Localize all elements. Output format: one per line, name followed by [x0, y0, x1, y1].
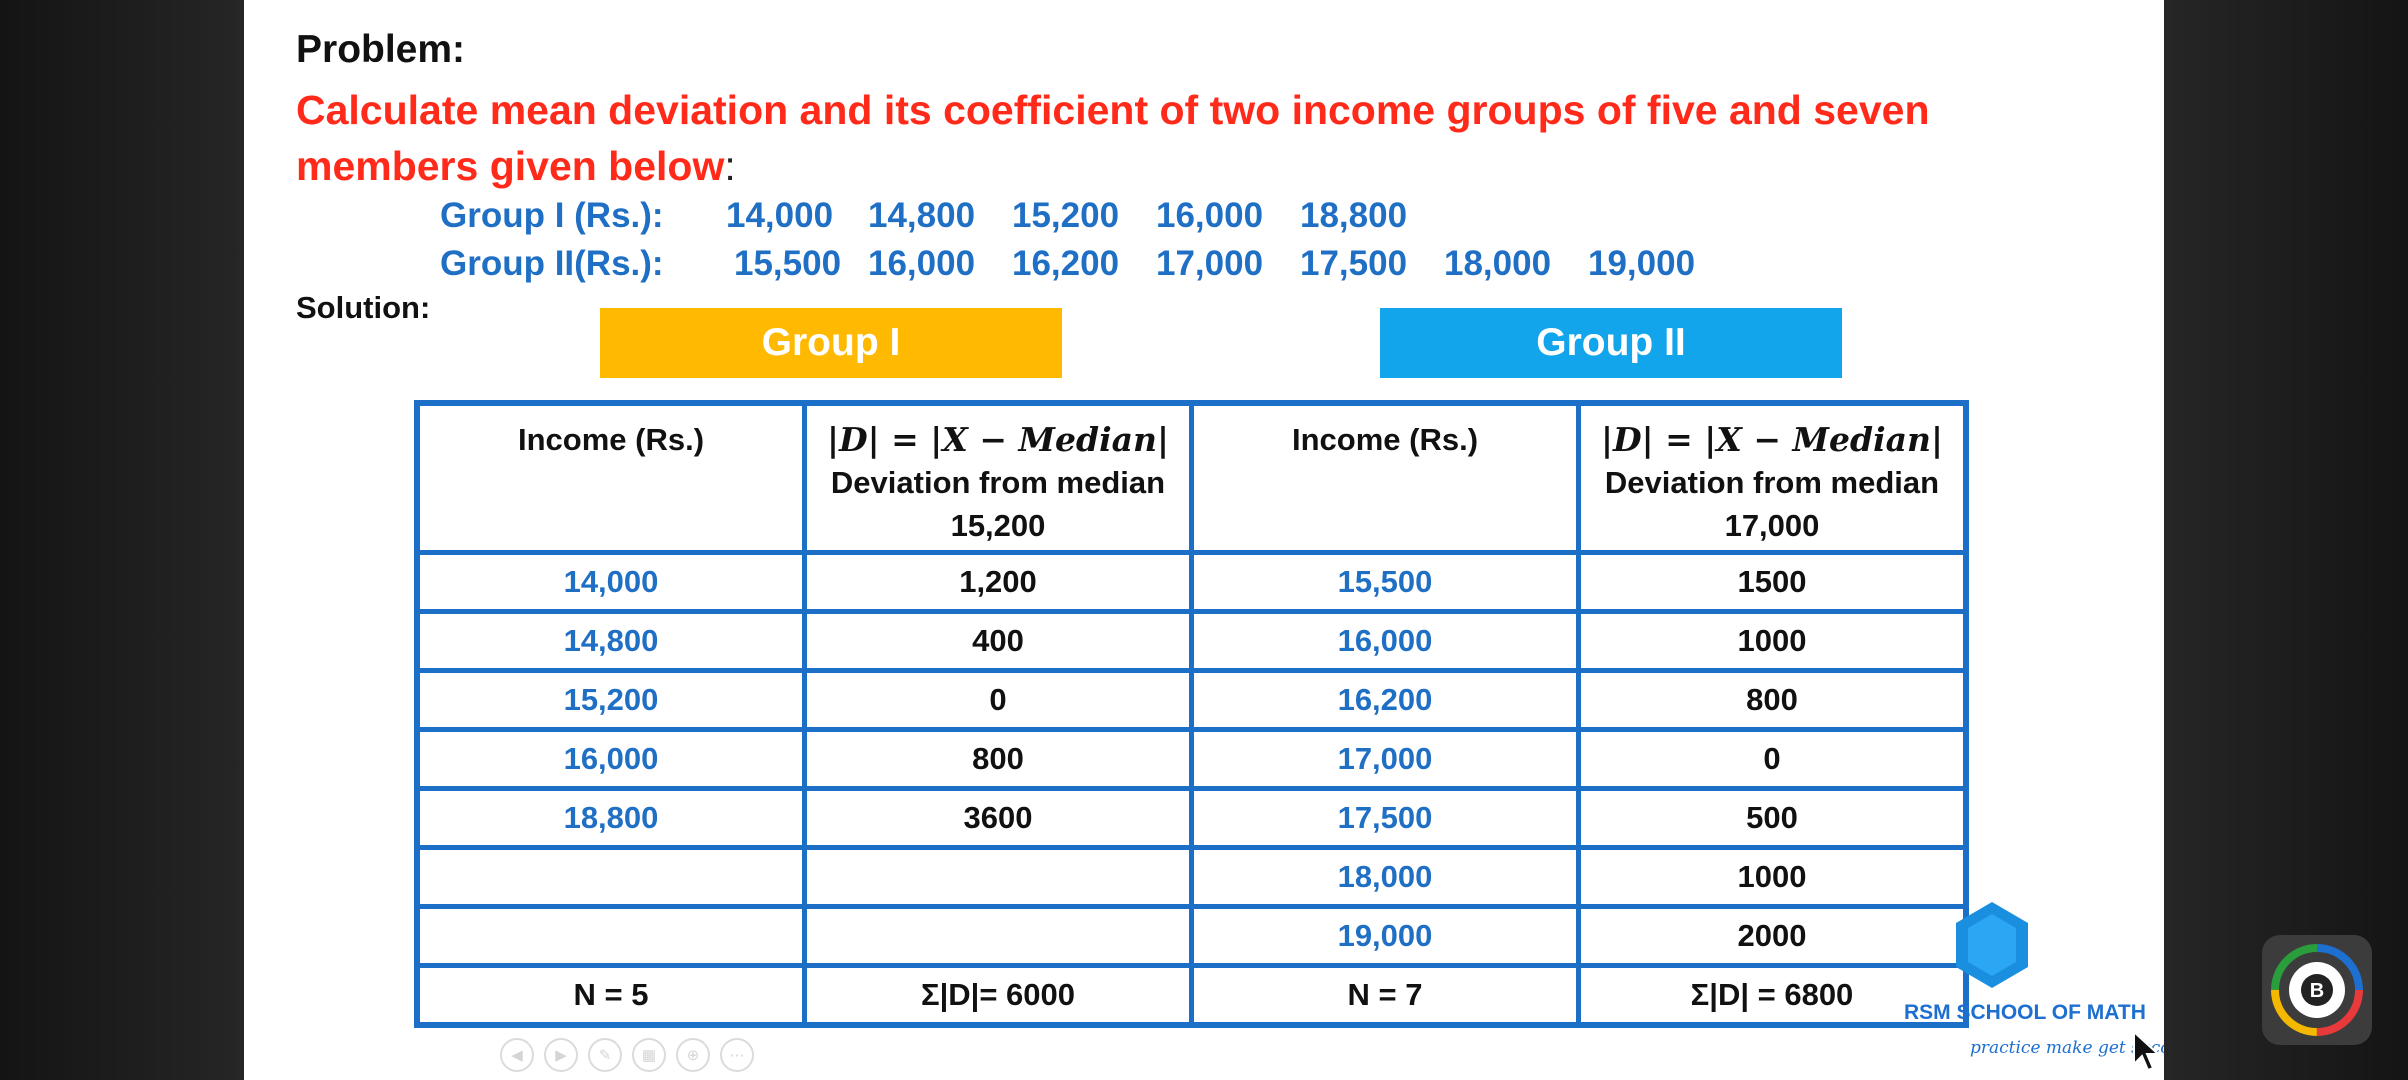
header-income-group-1: Income (Rs.) [414, 400, 807, 555]
income-cell: 19,000 [1189, 904, 1581, 968]
table-row: 18,800 3600 17,500 500 [414, 786, 1969, 850]
more-options-icon[interactable]: ⋯ [720, 1038, 754, 1072]
income-cell: 14,000 [414, 550, 807, 614]
problem-statement-text: Calculate mean deviation and its coeffic… [296, 87, 1930, 189]
table-footer-row: N = 5 Σ|D|= 6000 N = 7 Σ|D| = 6800 [414, 963, 1969, 1028]
floating-app-button[interactable]: B [2262, 935, 2372, 1045]
group-2-value: 19,000 [1588, 244, 1696, 283]
problem-statement: Calculate mean deviation and its coeffic… [296, 82, 1996, 194]
school-brand-name: RSM SCHOOL OF MATH [1904, 1001, 2146, 1024]
group-2-value: 17,500 [1300, 244, 1408, 283]
svg-text:B: B [2310, 980, 2324, 1002]
deviation-cell [802, 845, 1194, 909]
left-letterbox [0, 0, 244, 1080]
mean-deviation-table: Income (Rs.) |D| = |X − Median| Deviatio… [414, 400, 1969, 1028]
problem-colon: : [724, 143, 736, 189]
income-cell: 17,500 [1189, 786, 1581, 850]
school-logo-icon [1956, 902, 2028, 988]
deviation-caption: Deviation from median [1604, 465, 1940, 500]
table-header-row: Income (Rs.) |D| = |X − Median| Deviatio… [414, 400, 1969, 555]
table-row: 18,000 1000 [414, 845, 1969, 909]
group-1-value: 18,800 [1300, 196, 1408, 235]
deviation-cell: 2000 [1576, 904, 1969, 968]
group-1-value: 14,800 [868, 196, 976, 235]
deviation-cell: 0 [802, 668, 1194, 732]
group-2-value: 18,000 [1444, 244, 1552, 283]
count-group-2: N = 7 [1189, 963, 1581, 1028]
school-tagline: practice make get success [1970, 1038, 2164, 1058]
presentation-slide: Problem: Calculate mean deviation and it… [244, 0, 2164, 1080]
group-1-value: 15,200 [1012, 196, 1120, 235]
income-cell: 14,800 [414, 609, 807, 673]
group-2-banner: Group II [1380, 308, 1842, 378]
income-cell: 18,000 [1189, 845, 1581, 909]
deviation-cell: 400 [802, 609, 1194, 673]
next-slide-icon[interactable]: ▶ [544, 1038, 578, 1072]
income-cell: 18,800 [414, 786, 807, 850]
deviation-cell: 1,200 [802, 550, 1194, 614]
app-logo-icon: B [2271, 944, 2363, 1036]
group-1-label: Group I (Rs.): [440, 196, 664, 235]
sum-deviation-group-2: Σ|D| = 6800 [1576, 963, 1969, 1028]
zoom-icon[interactable]: ⊕ [676, 1038, 710, 1072]
deviation-formula: |D| = |X − Median| [826, 420, 1169, 459]
count-group-1: N = 5 [414, 963, 807, 1028]
deviation-cell: 3600 [802, 786, 1194, 850]
deviation-cell [802, 904, 1194, 968]
group-2-label: Group II(Rs.): [440, 244, 664, 283]
table-row: 14,000 1,200 15,500 1500 [414, 550, 1969, 614]
median-value: 17,000 [1724, 508, 1820, 543]
table-row: 14,800 400 16,000 1000 [414, 609, 1969, 673]
income-cell [414, 845, 807, 909]
income-cell: 15,500 [1189, 550, 1581, 614]
income-cell: 16,000 [1189, 609, 1581, 673]
group-2-value: 16,200 [1012, 244, 1120, 283]
table-row: 19,000 2000 [414, 904, 1969, 968]
mouse-cursor-icon [2133, 1030, 2161, 1072]
table-row: 16,000 800 17,000 0 [414, 727, 1969, 791]
header-deviation-group-2: |D| = |X − Median| Deviation from median… [1576, 400, 1969, 555]
deviation-cell: 1500 [1576, 550, 1969, 614]
deviation-cell: 0 [1576, 727, 1969, 791]
right-letterbox [2164, 0, 2408, 1080]
sum-deviation-group-1: Σ|D|= 6000 [802, 963, 1194, 1028]
median-value: 15,200 [950, 508, 1046, 543]
group-2-value: 15,500 [734, 244, 842, 283]
header-income-group-2: Income (Rs.) [1189, 400, 1581, 555]
slides-overview-icon[interactable]: ▦ [632, 1038, 666, 1072]
deviation-cell: 800 [802, 727, 1194, 791]
solution-label: Solution: [296, 290, 431, 325]
deviation-cell: 800 [1576, 668, 1969, 732]
previous-slide-icon[interactable]: ◀ [500, 1038, 534, 1072]
income-cell [414, 904, 807, 968]
income-cell: 17,000 [1189, 727, 1581, 791]
pen-tool-icon[interactable]: ✎ [588, 1038, 622, 1072]
deviation-cell: 1000 [1576, 845, 1969, 909]
group-1-value: 16,000 [1156, 196, 1264, 235]
table-row: 15,200 0 16,200 800 [414, 668, 1969, 732]
income-cell: 16,000 [414, 727, 807, 791]
income-cell: 16,200 [1189, 668, 1581, 732]
group-1-banner: Group I [600, 308, 1062, 378]
group-2-value: 17,000 [1156, 244, 1264, 283]
deviation-formula: |D| = |X − Median| [1600, 420, 1943, 459]
header-deviation-group-1: |D| = |X − Median| Deviation from median… [802, 400, 1194, 555]
deviation-caption: Deviation from median [830, 465, 1166, 500]
problem-title: Problem: [296, 28, 466, 71]
deviation-cell: 1000 [1576, 609, 1969, 673]
slideshow-controls: ◀ ▶ ✎ ▦ ⊕ ⋯ [500, 1038, 754, 1072]
deviation-cell: 500 [1576, 786, 1969, 850]
group-1-value: 14,000 [726, 196, 834, 235]
group-2-value: 16,000 [868, 244, 976, 283]
income-cell: 15,200 [414, 668, 807, 732]
